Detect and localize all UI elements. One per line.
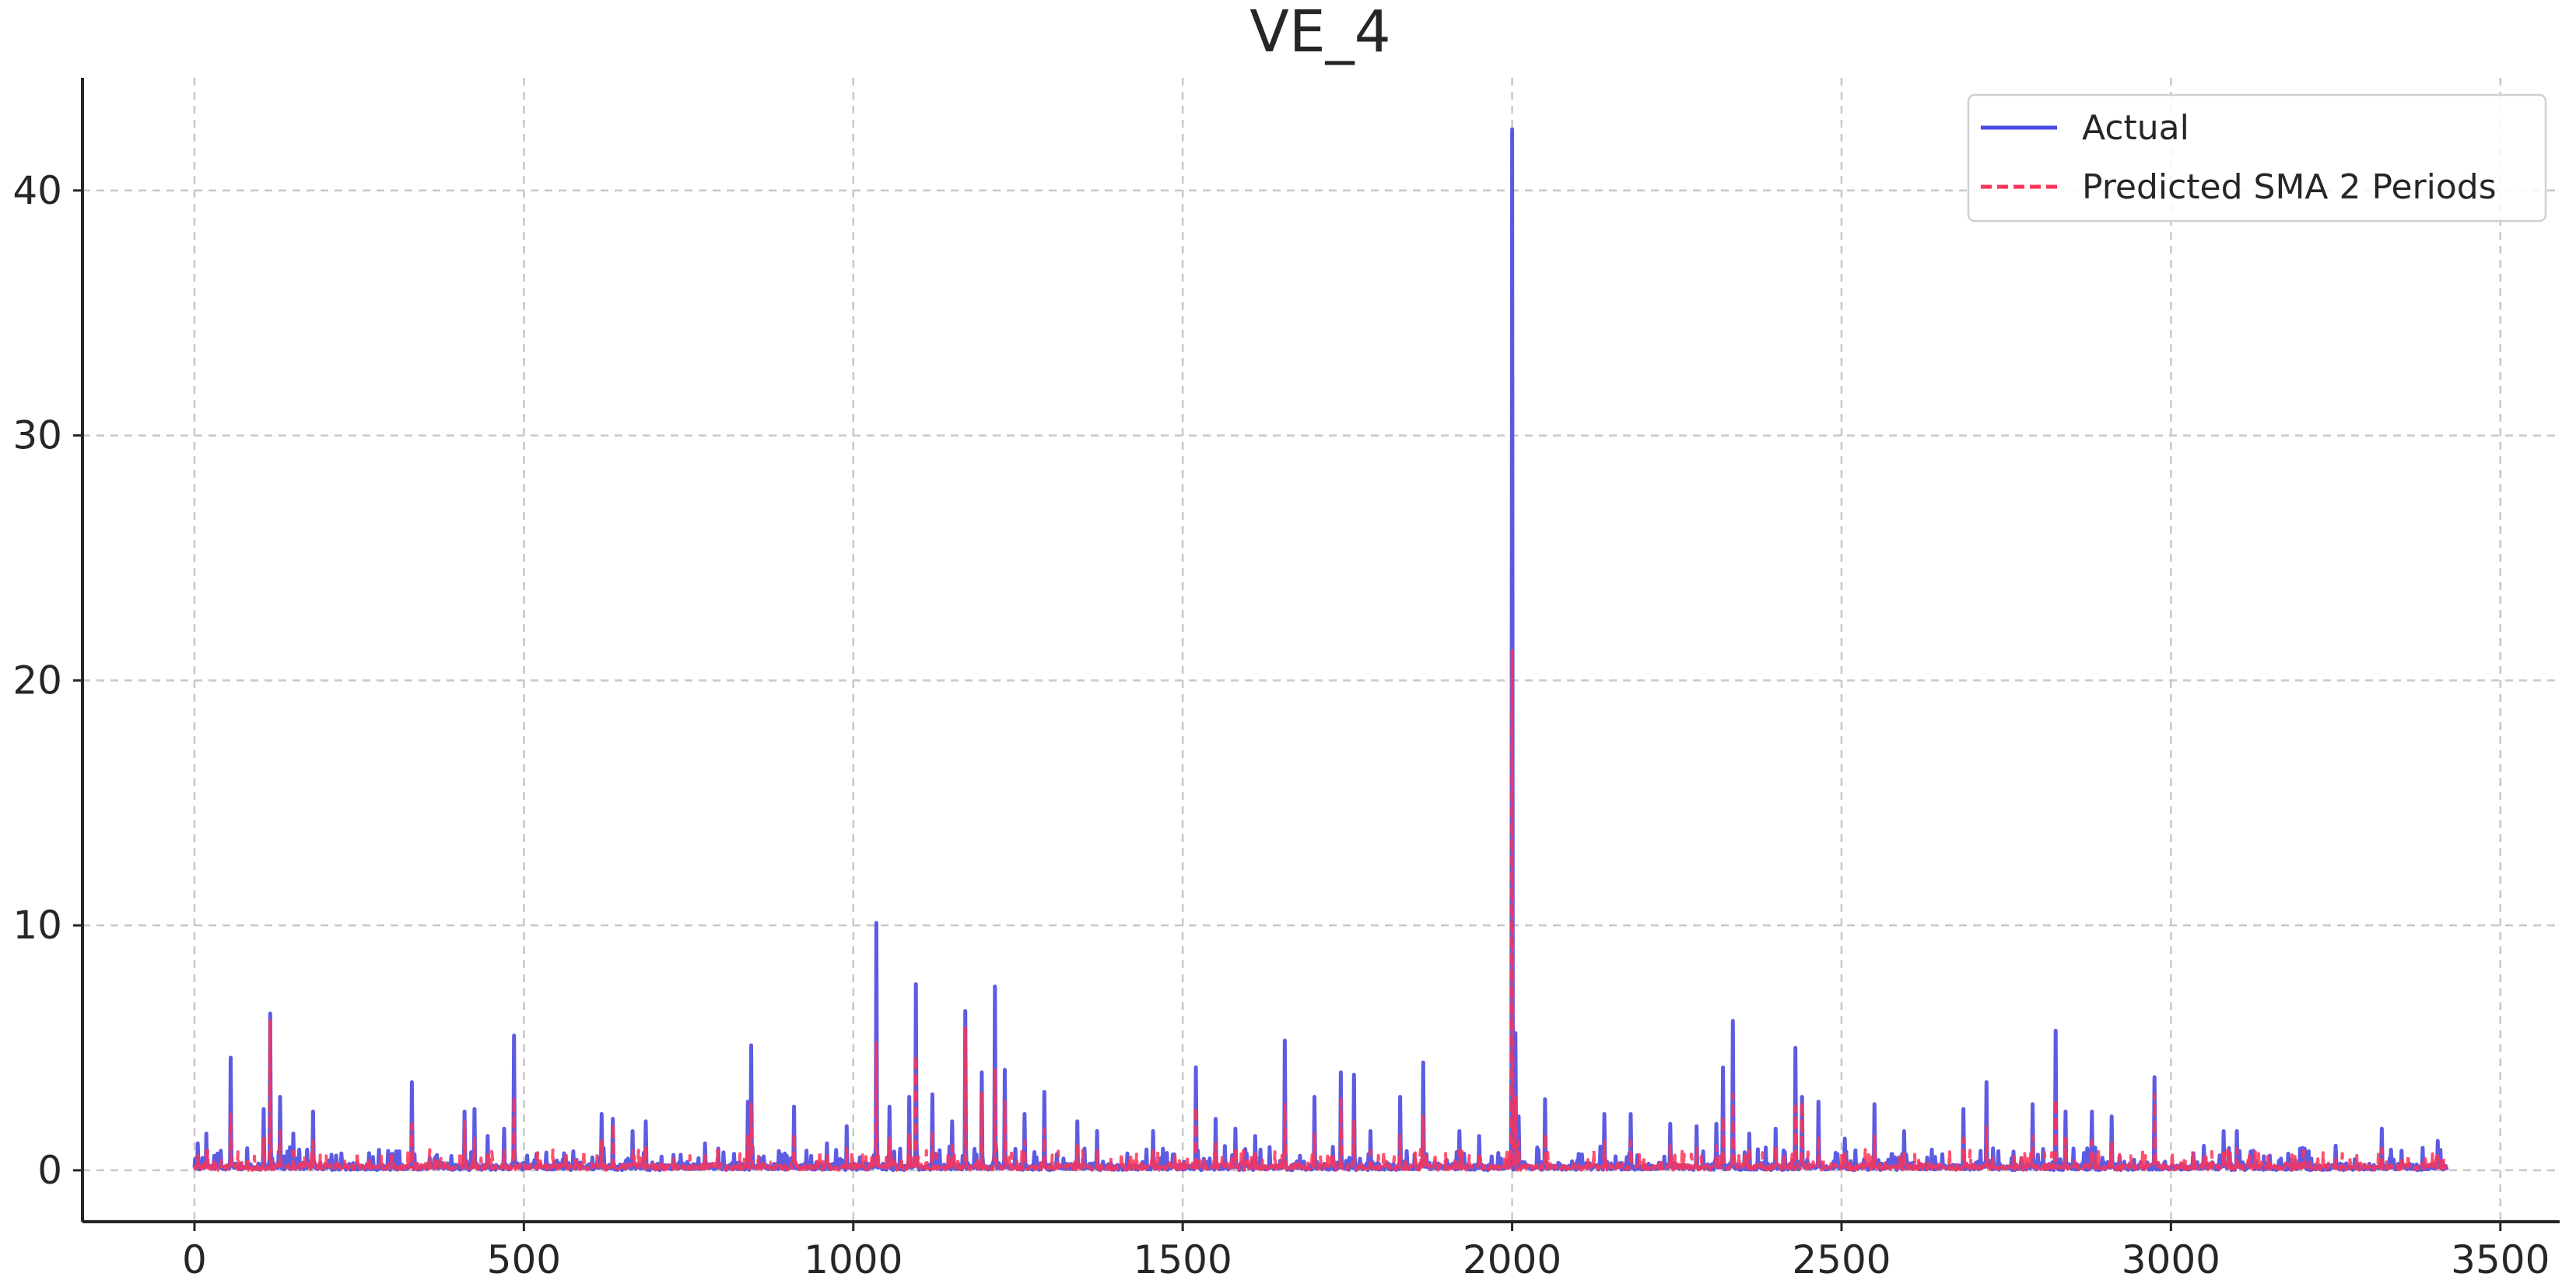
x-tick-label: 1500 [1134,1237,1232,1282]
x-tick-label: 500 [487,1237,561,1282]
x-tick-label: 3500 [2451,1237,2550,1282]
x-tick-label: 0 [182,1237,207,1282]
series-layer [192,127,2449,1173]
x-tick-labels: 0 500 1000 1500 2000 2500 3000 3500 [182,1237,2550,1282]
x-tick-label: 3000 [2122,1237,2220,1282]
y-tick-label: 0 [37,1148,62,1193]
legend-box [1967,93,2547,223]
series-line-1 [192,127,2449,1173]
series-line-2 [193,649,2449,1172]
x-tick-label: 1000 [804,1237,902,1282]
y-tick-label: 10 [12,903,62,948]
x-tick-label: 2000 [1463,1237,1561,1282]
legend-label-1: Actual [2082,108,2189,148]
y-tick-label: 20 [12,658,62,703]
y-tick-label: 40 [12,168,62,213]
legend-label-2: Predicted SMA 2 Periods [2082,167,2497,207]
axes [73,78,2560,1231]
y-tick-label: 30 [12,413,62,458]
legend: Actual Predicted SMA 2 Periods [1967,93,2547,223]
x-tick-label: 2500 [1792,1237,1891,1282]
grid [82,78,2560,1222]
chart-title: VE_4 [1249,0,1390,65]
y-tick-labels: 0 10 20 30 40 [12,168,62,1193]
